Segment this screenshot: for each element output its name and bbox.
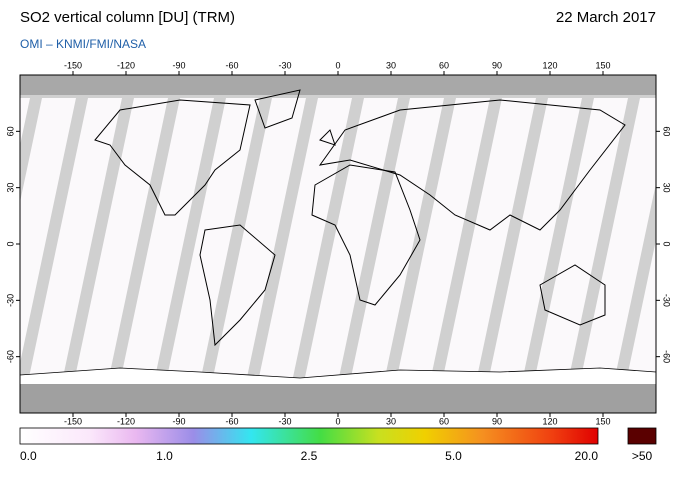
lat-label-right: -30 xyxy=(662,294,672,307)
lon-label-bottom: 150 xyxy=(595,416,610,426)
map xyxy=(20,75,676,413)
lat-label-left: 0 xyxy=(5,241,15,246)
swath xyxy=(350,98,444,382)
swath xyxy=(534,98,628,382)
lon-label-bottom: 0 xyxy=(335,416,340,426)
swath xyxy=(488,98,582,382)
lon-label-bottom: 90 xyxy=(492,416,502,426)
lon-label-top: 150 xyxy=(595,60,610,70)
colorbar-label: 5.0 xyxy=(445,449,462,463)
colorbar-overflow xyxy=(627,427,657,445)
lon-label-bottom: -150 xyxy=(64,416,82,426)
swath xyxy=(28,98,122,382)
lon-label-top: 60 xyxy=(439,60,449,70)
lon-label-top: -120 xyxy=(117,60,135,70)
lon-label-top: 30 xyxy=(386,60,396,70)
colorbar xyxy=(19,427,599,445)
swath xyxy=(672,98,676,382)
lon-label-top: -30 xyxy=(278,60,291,70)
lon-label-top: -150 xyxy=(64,60,82,70)
colorbar-label: 20.0 xyxy=(575,449,599,463)
lon-label-top: -90 xyxy=(172,60,185,70)
swath xyxy=(626,240,656,382)
title: SO2 vertical column [DU] (TRM) xyxy=(20,9,235,26)
lon-label-bottom: -90 xyxy=(172,416,185,426)
subtitle: OMI – KNMI/FMI/NASA xyxy=(20,37,146,51)
lon-label-bottom: 120 xyxy=(542,416,557,426)
lat-label-left: -30 xyxy=(5,294,15,307)
colorbar-label: 1.0 xyxy=(156,449,173,463)
lat-label-left: 30 xyxy=(5,183,15,193)
lat-label-right: 0 xyxy=(662,241,672,246)
lat-label-right: 30 xyxy=(662,183,672,193)
overflow-label: >50 xyxy=(632,449,653,463)
lon-label-bottom: 60 xyxy=(439,416,449,426)
swath xyxy=(74,98,168,382)
swath xyxy=(20,98,30,146)
swath xyxy=(580,98,656,382)
date: 22 March 2017 xyxy=(556,9,656,26)
swath xyxy=(442,98,536,382)
colorbar-label: 2.5 xyxy=(301,449,318,463)
colorbar-label: 0.0 xyxy=(20,449,37,463)
lat-label-right: -60 xyxy=(662,350,672,363)
lon-label-bottom: 30 xyxy=(386,416,396,426)
swath xyxy=(212,98,306,382)
lat-label-left: 60 xyxy=(5,126,15,136)
lon-label-bottom: -30 xyxy=(278,416,291,426)
lon-label-top: -60 xyxy=(225,60,238,70)
lon-label-bottom: -120 xyxy=(117,416,135,426)
lat-label-left: -60 xyxy=(5,350,15,363)
lat-label-right: 60 xyxy=(662,126,672,136)
lon-label-top: 120 xyxy=(542,60,557,70)
lon-label-top: 0 xyxy=(335,60,340,70)
swath xyxy=(258,98,352,382)
lon-label-bottom: -60 xyxy=(225,416,238,426)
swath xyxy=(396,98,490,382)
swath-edge xyxy=(664,95,676,385)
swath xyxy=(120,98,214,382)
lon-label-top: 90 xyxy=(492,60,502,70)
swath xyxy=(20,98,76,364)
swath xyxy=(166,98,260,382)
